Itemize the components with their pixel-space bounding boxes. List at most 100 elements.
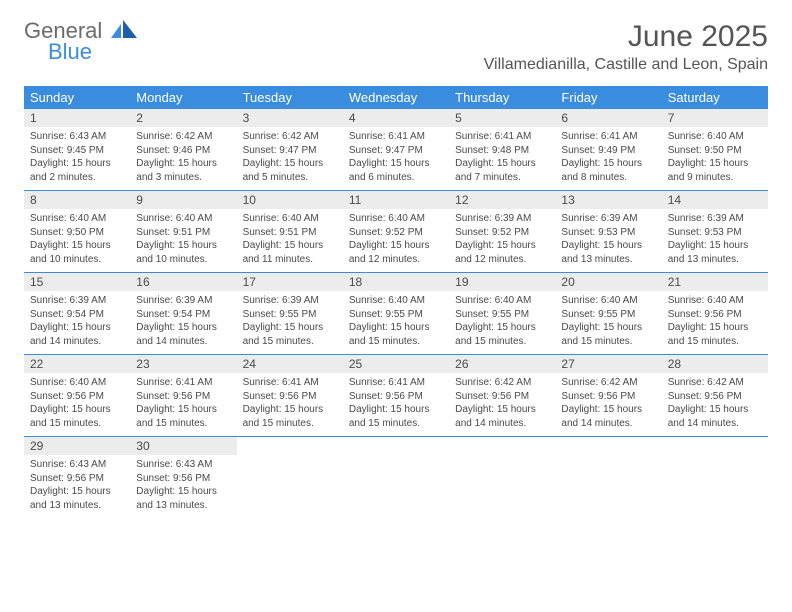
daylight-text: Daylight: 15 hours and 9 minutes. (668, 157, 762, 184)
sunset-text: Sunset: 9:56 PM (30, 472, 124, 486)
day-body: Sunrise: 6:40 AMSunset: 9:51 PMDaylight:… (237, 209, 343, 272)
day-number: 18 (343, 273, 449, 291)
calendar: Sunday Monday Tuesday Wednesday Thursday… (24, 86, 768, 518)
day-cell: 24Sunrise: 6:41 AMSunset: 9:56 PMDayligh… (237, 355, 343, 436)
sunset-text: Sunset: 9:46 PM (136, 144, 230, 158)
day-number: 9 (130, 191, 236, 209)
day-cell: 29Sunrise: 6:43 AMSunset: 9:56 PMDayligh… (24, 437, 130, 518)
sunset-text: Sunset: 9:48 PM (455, 144, 549, 158)
sunrise-text: Sunrise: 6:42 AM (668, 376, 762, 390)
day-cell: 26Sunrise: 6:42 AMSunset: 9:56 PMDayligh… (449, 355, 555, 436)
sunset-text: Sunset: 9:53 PM (561, 226, 655, 240)
day-cell: 12Sunrise: 6:39 AMSunset: 9:52 PMDayligh… (449, 191, 555, 272)
sunset-text: Sunset: 9:56 PM (30, 390, 124, 404)
day-number: 6 (555, 109, 661, 127)
logo: General Blue (24, 20, 139, 63)
daylight-text: Daylight: 15 hours and 15 minutes. (30, 403, 124, 430)
sunrise-text: Sunrise: 6:41 AM (349, 376, 443, 390)
sunset-text: Sunset: 9:55 PM (455, 308, 549, 322)
daylight-text: Daylight: 15 hours and 14 minutes. (561, 403, 655, 430)
title-block: June 2025 Villamedianilla, Castille and … (484, 20, 768, 74)
day-body: Sunrise: 6:42 AMSunset: 9:56 PMDaylight:… (662, 373, 768, 436)
day-body: Sunrise: 6:43 AMSunset: 9:56 PMDaylight:… (130, 455, 236, 518)
daylight-text: Daylight: 15 hours and 15 minutes. (243, 403, 337, 430)
day-body: Sunrise: 6:40 AMSunset: 9:56 PMDaylight:… (662, 291, 768, 354)
sunset-text: Sunset: 9:47 PM (243, 144, 337, 158)
day-body: Sunrise: 6:41 AMSunset: 9:47 PMDaylight:… (343, 127, 449, 190)
sunset-text: Sunset: 9:56 PM (668, 308, 762, 322)
daylight-text: Daylight: 15 hours and 8 minutes. (561, 157, 655, 184)
daylight-text: Daylight: 15 hours and 13 minutes. (136, 485, 230, 512)
day-body: Sunrise: 6:41 AMSunset: 9:49 PMDaylight:… (555, 127, 661, 190)
daylight-text: Daylight: 15 hours and 13 minutes. (561, 239, 655, 266)
day-body: Sunrise: 6:42 AMSunset: 9:56 PMDaylight:… (449, 373, 555, 436)
sunrise-text: Sunrise: 6:40 AM (136, 212, 230, 226)
day-cell: 27Sunrise: 6:42 AMSunset: 9:56 PMDayligh… (555, 355, 661, 436)
sunrise-text: Sunrise: 6:42 AM (561, 376, 655, 390)
daylight-text: Daylight: 15 hours and 7 minutes. (455, 157, 549, 184)
sunrise-text: Sunrise: 6:40 AM (30, 212, 124, 226)
day-cell: 19Sunrise: 6:40 AMSunset: 9:55 PMDayligh… (449, 273, 555, 354)
daylight-text: Daylight: 15 hours and 15 minutes. (349, 321, 443, 348)
week-row: 15Sunrise: 6:39 AMSunset: 9:54 PMDayligh… (24, 272, 768, 354)
day-body: Sunrise: 6:41 AMSunset: 9:56 PMDaylight:… (237, 373, 343, 436)
day-body: Sunrise: 6:43 AMSunset: 9:45 PMDaylight:… (24, 127, 130, 190)
day-number: 10 (237, 191, 343, 209)
daylight-text: Daylight: 15 hours and 14 minutes. (668, 403, 762, 430)
sunrise-text: Sunrise: 6:40 AM (243, 212, 337, 226)
day-body: Sunrise: 6:39 AMSunset: 9:54 PMDaylight:… (24, 291, 130, 354)
sunset-text: Sunset: 9:56 PM (561, 390, 655, 404)
dow-thursday: Thursday (449, 86, 555, 109)
day-cell: 14Sunrise: 6:39 AMSunset: 9:53 PMDayligh… (662, 191, 768, 272)
daylight-text: Daylight: 15 hours and 14 minutes. (455, 403, 549, 430)
day-number: 15 (24, 273, 130, 291)
day-cell: 21Sunrise: 6:40 AMSunset: 9:56 PMDayligh… (662, 273, 768, 354)
sunrise-text: Sunrise: 6:39 AM (668, 212, 762, 226)
day-cell: 8Sunrise: 6:40 AMSunset: 9:50 PMDaylight… (24, 191, 130, 272)
sunset-text: Sunset: 9:56 PM (243, 390, 337, 404)
day-body: Sunrise: 6:40 AMSunset: 9:52 PMDaylight:… (343, 209, 449, 272)
day-body: Sunrise: 6:42 AMSunset: 9:56 PMDaylight:… (555, 373, 661, 436)
logo-text-blue: Blue (48, 41, 139, 63)
day-number: 3 (237, 109, 343, 127)
daylight-text: Daylight: 15 hours and 15 minutes. (455, 321, 549, 348)
day-body: Sunrise: 6:40 AMSunset: 9:55 PMDaylight:… (343, 291, 449, 354)
sunrise-text: Sunrise: 6:43 AM (30, 458, 124, 472)
daylight-text: Daylight: 15 hours and 15 minutes. (668, 321, 762, 348)
daylight-text: Daylight: 15 hours and 15 minutes. (349, 403, 443, 430)
day-body: Sunrise: 6:40 AMSunset: 9:50 PMDaylight:… (662, 127, 768, 190)
day-number: 13 (555, 191, 661, 209)
day-cell: 13Sunrise: 6:39 AMSunset: 9:53 PMDayligh… (555, 191, 661, 272)
sunrise-text: Sunrise: 6:41 AM (349, 130, 443, 144)
day-cell: 3Sunrise: 6:42 AMSunset: 9:47 PMDaylight… (237, 109, 343, 190)
day-cell: 15Sunrise: 6:39 AMSunset: 9:54 PMDayligh… (24, 273, 130, 354)
dow-friday: Friday (555, 86, 661, 109)
daylight-text: Daylight: 15 hours and 10 minutes. (30, 239, 124, 266)
day-cell: 5Sunrise: 6:41 AMSunset: 9:48 PMDaylight… (449, 109, 555, 190)
sunrise-text: Sunrise: 6:43 AM (136, 458, 230, 472)
day-number: 24 (237, 355, 343, 373)
day-cell: 4Sunrise: 6:41 AMSunset: 9:47 PMDaylight… (343, 109, 449, 190)
dow-wednesday: Wednesday (343, 86, 449, 109)
sunrise-text: Sunrise: 6:41 AM (243, 376, 337, 390)
day-cell (237, 437, 343, 518)
sunset-text: Sunset: 9:52 PM (349, 226, 443, 240)
day-number: 19 (449, 273, 555, 291)
day-number: 21 (662, 273, 768, 291)
dow-monday: Monday (130, 86, 236, 109)
daylight-text: Daylight: 15 hours and 14 minutes. (30, 321, 124, 348)
header: General Blue June 2025 Villamedianilla, … (24, 20, 768, 74)
sunset-text: Sunset: 9:50 PM (30, 226, 124, 240)
day-body: Sunrise: 6:40 AMSunset: 9:51 PMDaylight:… (130, 209, 236, 272)
day-number: 1 (24, 109, 130, 127)
day-body: Sunrise: 6:40 AMSunset: 9:50 PMDaylight:… (24, 209, 130, 272)
sunrise-text: Sunrise: 6:39 AM (136, 294, 230, 308)
sunrise-text: Sunrise: 6:40 AM (561, 294, 655, 308)
day-cell: 2Sunrise: 6:42 AMSunset: 9:46 PMDaylight… (130, 109, 236, 190)
day-number: 5 (449, 109, 555, 127)
sunrise-text: Sunrise: 6:39 AM (30, 294, 124, 308)
daylight-text: Daylight: 15 hours and 12 minutes. (455, 239, 549, 266)
sunrise-text: Sunrise: 6:39 AM (243, 294, 337, 308)
day-cell: 16Sunrise: 6:39 AMSunset: 9:54 PMDayligh… (130, 273, 236, 354)
day-number: 20 (555, 273, 661, 291)
